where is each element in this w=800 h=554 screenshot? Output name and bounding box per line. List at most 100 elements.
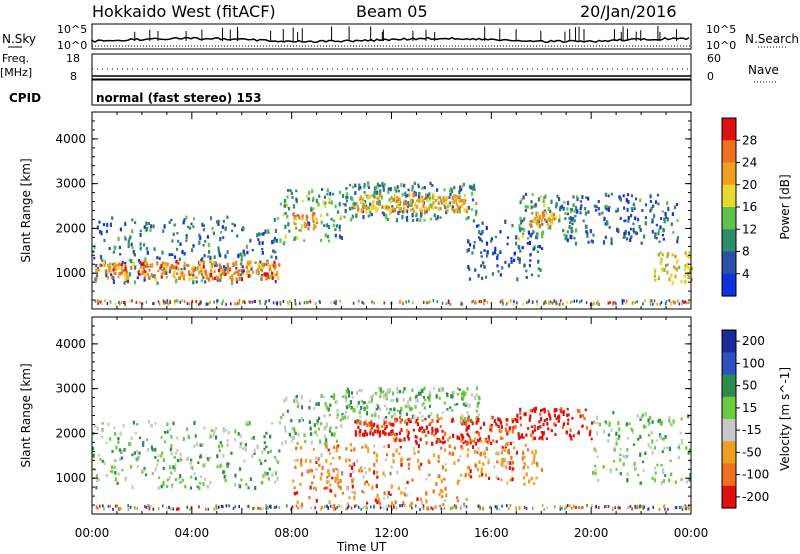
data-cell <box>187 456 190 461</box>
data-cell <box>341 412 344 416</box>
nsky-tick-top: 10^5 <box>57 23 87 36</box>
data-cell <box>139 246 142 251</box>
data-cell <box>548 301 550 305</box>
data-cell <box>472 183 476 187</box>
data-cell <box>355 420 358 425</box>
data-cell <box>512 467 515 471</box>
data-cell <box>337 469 340 474</box>
data-cell <box>213 261 216 265</box>
data-cell <box>213 269 216 274</box>
data-cell <box>619 506 621 510</box>
data-cell <box>92 446 95 450</box>
data-cell <box>201 222 204 227</box>
data-cell <box>131 246 134 250</box>
data-cell <box>465 428 468 432</box>
data-cell <box>507 448 510 453</box>
data-cell <box>688 251 691 255</box>
data-cell <box>573 504 575 508</box>
data-cell <box>216 465 219 469</box>
data-cell <box>221 268 224 272</box>
data-cell <box>363 481 366 486</box>
data-cell <box>415 212 418 215</box>
data-cell <box>615 210 618 213</box>
data-cell <box>312 220 315 223</box>
data-cell <box>307 197 310 201</box>
x-tick-label: 00:00 <box>674 526 709 540</box>
data-cell <box>459 421 463 424</box>
data-cell <box>644 216 647 220</box>
data-cell <box>653 299 656 303</box>
data-cell <box>215 263 218 268</box>
data-cell <box>224 272 227 277</box>
data-cell <box>175 266 178 270</box>
data-cell <box>572 195 575 199</box>
data-cell <box>411 213 414 218</box>
data-cell <box>133 451 136 455</box>
data-cell <box>266 272 269 277</box>
data-cell <box>453 461 456 465</box>
data-cell <box>195 276 198 279</box>
data-cell <box>662 437 665 441</box>
data-cell <box>539 195 542 199</box>
data-cell <box>543 409 546 414</box>
data-cell <box>497 417 500 422</box>
data-cell <box>464 393 467 397</box>
data-cell <box>537 220 540 224</box>
data-cell <box>522 302 525 306</box>
data-cell <box>558 218 561 223</box>
data-cell <box>292 435 296 440</box>
data-cell <box>353 447 356 452</box>
data-cell <box>183 261 186 266</box>
data-cell <box>516 413 519 418</box>
data-cell <box>611 506 614 510</box>
data-cell <box>380 425 383 429</box>
data-cell <box>328 197 331 202</box>
data-cell <box>240 277 244 282</box>
data-cell <box>235 262 238 267</box>
data-cell <box>537 245 540 249</box>
data-cell <box>105 273 108 278</box>
data-cell <box>549 302 551 306</box>
data-cell <box>610 241 613 245</box>
data-cell <box>507 507 510 511</box>
data-cell <box>170 435 173 439</box>
data-cell <box>415 397 418 403</box>
data-cell <box>114 431 117 436</box>
data-cell <box>333 504 336 508</box>
data-cell <box>392 459 395 464</box>
data-cell <box>193 472 196 476</box>
data-cell <box>266 260 269 264</box>
data-cell <box>258 506 260 510</box>
data-cell <box>116 267 119 271</box>
data-cell <box>161 269 164 272</box>
data-cell <box>237 483 241 488</box>
data-cell <box>549 213 552 218</box>
data-cell <box>660 301 663 304</box>
data-cell <box>589 302 592 306</box>
data-cell <box>381 205 384 209</box>
data-cell <box>543 407 546 411</box>
data-cell <box>365 210 368 214</box>
data-cell <box>335 302 337 306</box>
data-cell <box>395 218 399 223</box>
data-cell <box>209 434 212 439</box>
data-cell <box>92 453 95 458</box>
data-cell <box>622 454 625 458</box>
data-cell <box>522 436 525 439</box>
data-cell <box>441 202 444 205</box>
data-cell <box>202 224 205 227</box>
data-cell <box>456 205 459 210</box>
data-cell <box>434 199 438 202</box>
data-cell <box>404 199 407 204</box>
data-cell <box>101 429 105 433</box>
data-cell <box>389 187 392 192</box>
data-cell <box>443 188 446 192</box>
data-cell <box>588 432 591 437</box>
data-cell <box>186 505 189 509</box>
data-cell <box>150 263 153 268</box>
data-cell <box>467 434 470 438</box>
data-cell <box>433 433 436 437</box>
data-cell <box>565 505 568 509</box>
data-cell <box>376 207 379 212</box>
